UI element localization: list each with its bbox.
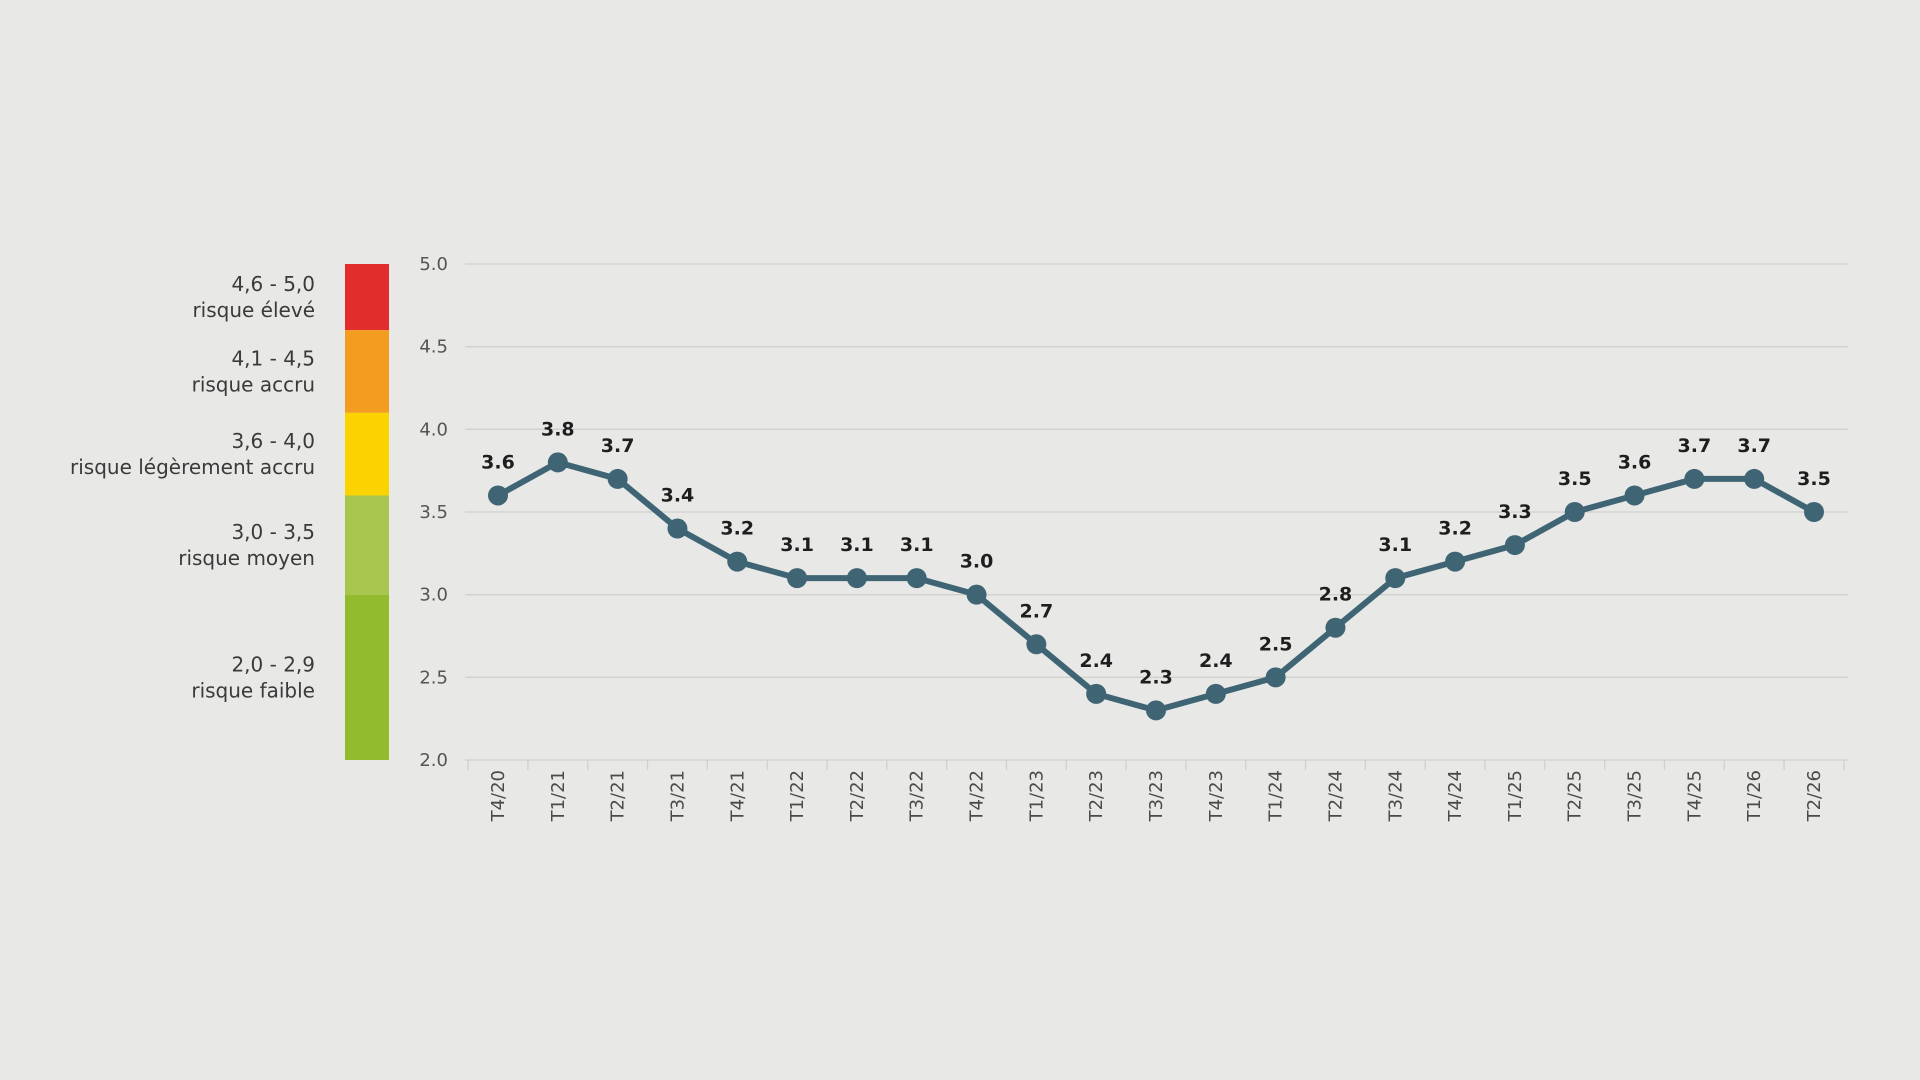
x-tick-label: T4/20 <box>488 770 509 822</box>
legend-range-3: 3,0 - 3,5 <box>231 520 315 544</box>
data-point <box>1146 700 1166 721</box>
data-label: 3.6 <box>1618 451 1652 473</box>
x-tick-label: T4/25 <box>1684 770 1705 822</box>
data-point <box>1804 502 1824 522</box>
data-point <box>547 452 568 473</box>
data-label: 3.7 <box>1737 435 1771 457</box>
y-tick-label: 5.0 <box>419 254 448 275</box>
x-tick-label: T4/22 <box>967 770 988 822</box>
data-point <box>1086 683 1107 704</box>
legend-name-1: risque accru <box>192 372 315 396</box>
y-tick-label: 4.0 <box>419 419 448 440</box>
data-label: 3.1 <box>840 534 874 556</box>
data-label: 3.7 <box>1678 435 1712 457</box>
legend-swatch-0 <box>345 264 389 331</box>
legend-range-2: 3,6 - 4,0 <box>231 429 315 453</box>
data-point <box>727 551 748 572</box>
data-point <box>1325 617 1346 638</box>
data-label: 3.2 <box>720 518 754 540</box>
x-tick-label: T4/23 <box>1206 770 1227 822</box>
x-tick-label: T2/26 <box>1804 770 1825 822</box>
data-point <box>1026 634 1047 655</box>
x-tick-label: T2/25 <box>1565 770 1586 822</box>
series-line <box>488 452 1824 721</box>
data-label: 3.1 <box>1378 534 1412 556</box>
legend-name-4: risque faible <box>191 678 315 702</box>
data-label: 3.4 <box>661 485 695 507</box>
x-tick-label: T1/22 <box>787 770 808 822</box>
x-tick-label: T3/23 <box>1146 770 1167 822</box>
data-point <box>1564 502 1585 522</box>
data-point <box>607 468 628 489</box>
x-axis: T4/20 T1/21 T2/21 T3/21 T4/21 T1/22 T2/22 T3/22… <box>467 760 1845 822</box>
legend-range-4: 2,0 - 2,9 <box>231 652 315 676</box>
data-label: 2.4 <box>1079 650 1113 672</box>
y-tick-label: 4.5 <box>419 337 448 358</box>
data-label: 3.1 <box>900 534 934 556</box>
data-point <box>787 568 808 589</box>
y-tick-label: 3.0 <box>419 585 448 606</box>
legend-range-0: 4,6 - 5,0 <box>231 272 315 296</box>
data-point <box>488 485 508 506</box>
data-label: 2.5 <box>1259 633 1293 655</box>
data-point <box>667 518 688 539</box>
data-labels: 3.6 3.8 3.7 3.4 3.2 3.1 3.1 3.1 3.0 2.7 2.4 2.3 2.4 2… <box>481 418 1831 688</box>
x-tick-label: T4/21 <box>727 770 748 822</box>
legend-swatch-3 <box>345 495 389 595</box>
x-tick-label: T3/24 <box>1385 770 1406 822</box>
data-label: 2.4 <box>1199 650 1233 672</box>
x-tick-label: T2/21 <box>608 770 629 822</box>
x-tick-label: T3/21 <box>667 770 688 822</box>
data-label: 3.8 <box>541 418 575 440</box>
data-point <box>1504 535 1525 556</box>
data-label: 2.3 <box>1139 666 1173 688</box>
data-point <box>1385 568 1406 589</box>
data-point <box>1445 551 1466 572</box>
x-tick-label: T3/25 <box>1625 770 1646 822</box>
data-point <box>1624 485 1645 506</box>
data-label: 3.6 <box>481 451 515 473</box>
x-tick-label: T4/24 <box>1445 770 1466 822</box>
y-axis: 2.0 2.5 3.0 3.5 4.0 4.5 5.0 <box>419 254 448 771</box>
x-tick-label: T2/22 <box>847 770 868 822</box>
legend-name-2: risque légèrement accru <box>70 455 315 479</box>
grid <box>465 263 1848 761</box>
data-label: 3.1 <box>780 534 814 556</box>
data-label: 3.0 <box>960 551 994 573</box>
data-point <box>1744 468 1765 489</box>
x-tick-label: T1/23 <box>1026 770 1047 822</box>
data-point <box>1265 667 1286 688</box>
data-label: 3.5 <box>1558 468 1592 490</box>
x-tick-label: T1/21 <box>548 770 569 822</box>
data-label: 2.7 <box>1020 600 1054 622</box>
data-point <box>966 584 987 605</box>
data-point <box>1684 468 1705 489</box>
data-label: 2.8 <box>1319 584 1353 606</box>
y-tick-label: 3.5 <box>419 502 448 523</box>
data-point <box>846 568 867 589</box>
legend-swatch-1 <box>345 330 389 413</box>
legend-name-3: risque moyen <box>178 546 315 570</box>
legend-swatch-2 <box>345 412 389 496</box>
x-tick-label: T1/26 <box>1744 770 1765 822</box>
data-point <box>1205 683 1226 704</box>
x-tick-label: T1/25 <box>1505 770 1526 822</box>
x-tick-label: T3/22 <box>907 770 928 822</box>
data-label: 3.2 <box>1438 518 1472 540</box>
legend-name-0: risque élevé <box>192 298 315 322</box>
x-tick-label: T2/24 <box>1325 770 1346 822</box>
legend-range-1: 4,1 - 4,5 <box>231 346 315 370</box>
data-label: 3.5 <box>1797 468 1831 490</box>
x-tick-label: T2/23 <box>1086 770 1107 822</box>
data-label: 3.3 <box>1498 501 1532 523</box>
y-tick-label: 2.5 <box>419 667 448 688</box>
data-label: 3.7 <box>601 435 635 457</box>
x-tick-label: T1/24 <box>1266 770 1287 822</box>
y-tick-label: 2.0 <box>419 750 448 771</box>
data-point <box>906 568 927 589</box>
legend-swatch-4 <box>345 594 389 760</box>
